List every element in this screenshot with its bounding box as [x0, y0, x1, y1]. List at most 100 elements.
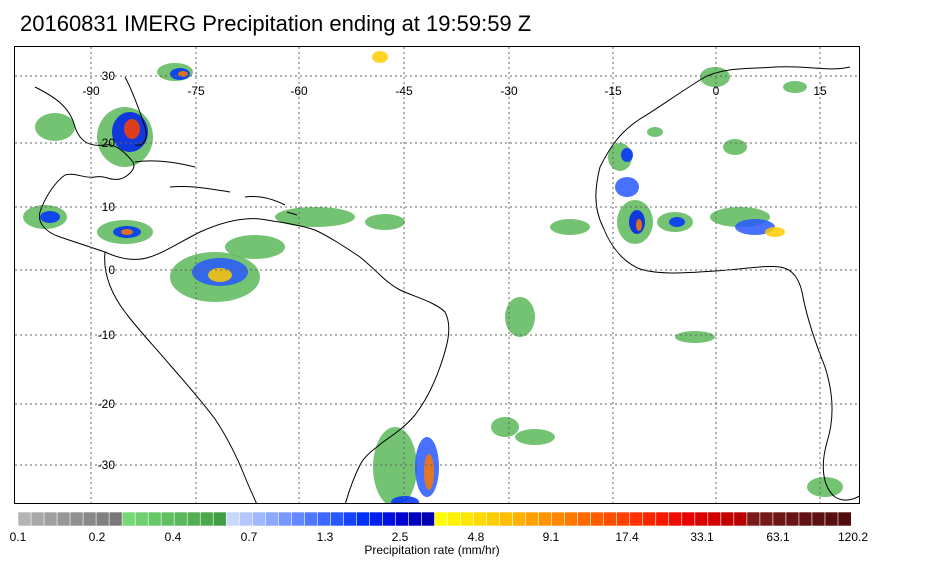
colorbar-swatch — [56, 512, 71, 526]
colorbar-swatch — [837, 512, 851, 526]
precip-cell — [647, 127, 663, 137]
coastlines — [34, 66, 859, 503]
colorbar-swatch — [499, 512, 514, 526]
coastline-americas — [34, 86, 450, 503]
colorbar — [18, 512, 851, 526]
lat-label: -20 — [98, 397, 116, 411]
colorbar-swatch — [330, 512, 345, 526]
colorbar-swatch — [304, 512, 318, 526]
colorbar-swatch — [668, 512, 683, 526]
colorbar-tick-label: 0.2 — [88, 530, 106, 544]
colorbar-tick-label: 2.5 — [391, 530, 409, 544]
colorbar-tick-label: 4.8 — [467, 530, 485, 544]
lon-label: -15 — [604, 84, 622, 98]
precip-cell — [365, 214, 405, 230]
colorbar-tick-label: 17.4 — [615, 530, 639, 544]
precip-cell — [807, 477, 843, 497]
lon-label: 0 — [713, 84, 720, 98]
precip-cell — [391, 496, 419, 503]
coastline-sa-west — [104, 251, 257, 503]
precip-cell — [121, 229, 133, 235]
colorbar-swatch — [603, 512, 618, 526]
lat-label: -30 — [98, 458, 116, 472]
colorbar-swatch — [642, 512, 657, 526]
colorbar-swatch — [251, 512, 266, 526]
colorbar-swatch — [824, 512, 839, 526]
precip-cell — [636, 219, 642, 231]
lon-label: -60 — [290, 84, 308, 98]
precip-cell — [675, 331, 715, 343]
precip-cell — [669, 217, 685, 227]
precip-cell — [765, 227, 785, 237]
colorbar-swatches — [18, 512, 851, 526]
lat-label: -10 — [98, 328, 116, 342]
colorbar-swatch — [369, 512, 384, 526]
precip-cell — [700, 67, 730, 87]
precip-cell — [550, 219, 590, 235]
colorbar-swatch — [733, 512, 748, 526]
precip-cell — [35, 113, 75, 141]
colorbar-swatch — [577, 512, 592, 526]
colorbar-swatch — [486, 512, 501, 526]
map-canvas: -90 -75 -60 -45 -30 -15 0 15 30 20 10 0 -10 -20 -30 — [15, 47, 859, 503]
precipitation-map: -90 -75 -60 -45 -30 -15 0 15 30 20 10 0 -10 -20 -30 — [14, 46, 860, 504]
lat-lon-grid — [15, 47, 859, 503]
precip-cell — [372, 51, 388, 63]
lon-label: 15 — [813, 84, 827, 98]
colorbar-swatch — [408, 512, 423, 526]
lon-label: -75 — [187, 84, 205, 98]
lat-label: 0 — [108, 263, 115, 277]
colorbar-swatch — [759, 512, 774, 526]
precip-cell — [615, 177, 639, 197]
colorbar-swatch — [147, 512, 162, 526]
colorbar-swatch — [707, 512, 722, 526]
lon-label: -30 — [500, 84, 518, 98]
grid-labels: -90 -75 -60 -45 -30 -15 0 15 30 20 10 0 -10 -20 -30 — [82, 69, 827, 472]
colorbar-swatch — [18, 512, 32, 526]
colorbar-swatch — [343, 512, 358, 526]
colorbar-tick-label: 63.1 — [766, 530, 790, 544]
colorbar-swatch — [525, 512, 540, 526]
precip-cell — [505, 297, 535, 337]
coastline-florida — [124, 76, 147, 146]
lon-label: -90 — [82, 84, 100, 98]
colorbar-swatch — [199, 512, 214, 526]
precip-cell — [124, 119, 140, 139]
colorbar-swatch — [134, 512, 149, 526]
lat-label: 10 — [102, 200, 116, 214]
colorbar-tick-label: 0.1 — [9, 530, 27, 544]
colorbar-swatch — [382, 512, 397, 526]
precip-cell — [225, 235, 285, 259]
precip-cell — [424, 454, 434, 490]
colorbar-tick-label: 33.1 — [690, 530, 714, 544]
colorbar-swatch — [121, 512, 136, 526]
lat-label: 20 — [102, 136, 116, 150]
colorbar-tick-label: 0.4 — [164, 530, 182, 544]
colorbar-swatch — [512, 512, 527, 526]
colorbar-swatch — [655, 512, 670, 526]
colorbar-caption-text: Precipitation rate (mm/hr) — [364, 543, 500, 557]
colorbar-swatch — [447, 512, 462, 526]
precip-cell — [275, 207, 355, 227]
colorbar-swatch — [186, 512, 201, 526]
colorbar-swatch — [356, 512, 371, 526]
colorbar-swatch — [238, 512, 253, 526]
colorbar-swatch — [82, 512, 97, 526]
colorbar-swatch — [69, 512, 84, 526]
colorbar-swatch — [212, 512, 227, 526]
precip-cell — [723, 139, 747, 155]
colorbar-tick-labels: 0.1 0.2 0.4 0.7 1.3 2.5 4.8 9.1 17.4 33.1 63.1 120.… — [0, 530, 944, 546]
colorbar-swatch — [291, 512, 305, 526]
colorbar-swatch — [538, 512, 553, 526]
colorbar-tick-label: 1.3 — [316, 530, 334, 544]
precip-cell — [735, 219, 775, 235]
colorbar-swatch — [265, 512, 279, 526]
colorbar-swatch — [95, 512, 110, 526]
lon-label: -45 — [395, 84, 413, 98]
colorbar-swatch — [681, 512, 696, 526]
colorbar-caption: Precipitation rate (mm/hr) — [0, 543, 944, 557]
colorbar-swatch — [772, 512, 787, 526]
colorbar-swatch — [811, 512, 826, 526]
precip-cell — [621, 148, 633, 162]
lat-label: 30 — [102, 69, 116, 83]
